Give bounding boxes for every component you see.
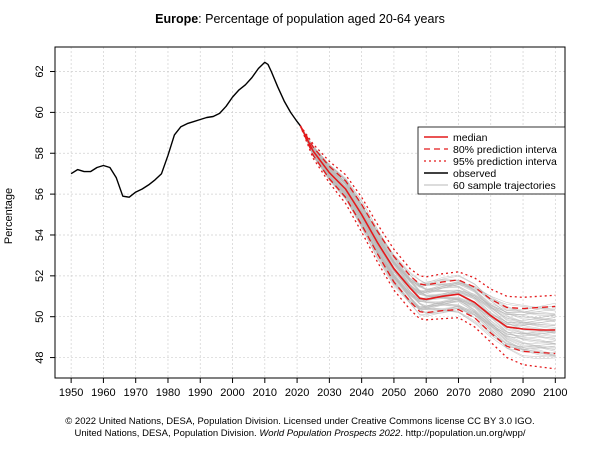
x-tick-label: 2090 <box>511 387 535 399</box>
y-tick-label: 58 <box>34 147 46 159</box>
legend-pi95-label: 95% prediction interva <box>453 156 557 168</box>
x-tick-label: 2020 <box>285 387 309 399</box>
x-tick-label: 1990 <box>188 387 212 399</box>
sample-trajectory-line <box>300 125 556 351</box>
pi95-lower-line <box>299 125 556 370</box>
plot-frame <box>54 46 566 379</box>
x-tick-label: 2010 <box>253 387 277 399</box>
sample-trajectory-line <box>300 125 556 311</box>
chart-title-rest: : Percentage of population aged 20-64 ye… <box>198 12 445 26</box>
sample-trajectory-line <box>300 125 556 345</box>
x-tick-label: 2100 <box>543 387 567 399</box>
pi95-upper-line <box>299 125 556 298</box>
y-tick-label: 54 <box>34 229 46 241</box>
credit-line-1: © 2022 United Nations, DESA, Population … <box>65 416 535 427</box>
y-tick-label: 52 <box>34 270 46 282</box>
y-tick-label: 60 <box>34 106 46 118</box>
y-axis: 48 50 52 54 56 58 60 62 <box>34 65 55 364</box>
sample-trajectory-line <box>300 125 556 360</box>
sample-trajectory-line <box>300 125 556 315</box>
observed-line <box>70 61 301 198</box>
credit-line-2-pre: United Nations, DESA, Population Divisio… <box>74 428 260 439</box>
x-tick-label: 2030 <box>317 387 341 399</box>
x-tick-label: 1960 <box>91 387 115 399</box>
y-tick-label: 62 <box>34 65 46 77</box>
y-tick-label: 50 <box>34 311 46 323</box>
chart-title-region: Europe <box>155 12 199 26</box>
chart-title: Europe: Percentage of population aged 20… <box>0 12 600 26</box>
legend-trajectories-label: 60 sample trajectories <box>453 180 556 192</box>
pi80-lower-line <box>299 125 556 355</box>
sample-trajectory-line <box>300 125 556 324</box>
sample-trajectory-line <box>300 125 556 322</box>
pi80-upper-line <box>299 125 556 310</box>
sample-trajectory-line <box>300 125 556 322</box>
legend-box <box>417 126 566 195</box>
series-lines <box>70 61 556 370</box>
legend-median-label: median <box>453 132 488 144</box>
x-tick-label: 2050 <box>382 387 406 399</box>
y-tick-label: 56 <box>34 188 46 200</box>
x-tick-label: 1980 <box>156 387 180 399</box>
credit-line-2: United Nations, DESA, Population Divisio… <box>0 428 600 440</box>
x-tick-label: 2000 <box>220 387 244 399</box>
sample-trajectory-line <box>300 125 556 344</box>
median-line <box>299 125 556 331</box>
sample-trajectory-line <box>300 125 556 312</box>
legend-observed-label: observed <box>453 168 496 180</box>
x-axis: 1950 1960 1970 1980 1990 2000 2010 2020 2030 2040… <box>59 378 568 399</box>
y-tick-label: 48 <box>34 351 46 363</box>
credit-line-2-post: . http://population.un.org/wpp/ <box>400 428 526 439</box>
x-tick-label: 1970 <box>123 387 147 399</box>
x-tick-label: 2060 <box>414 387 438 399</box>
legend-pi80-label: 80% prediction interva <box>453 144 557 156</box>
x-tick-label: 1950 <box>59 387 83 399</box>
y-axis-label: Percentage <box>3 188 15 244</box>
x-tick-label: 2040 <box>349 387 373 399</box>
x-tick-label: 2070 <box>446 387 470 399</box>
x-tick-label: 2080 <box>479 387 503 399</box>
sample-trajectory-line <box>300 125 556 326</box>
credit-line-2-italic: World Population Prospects 2022 <box>259 428 401 439</box>
